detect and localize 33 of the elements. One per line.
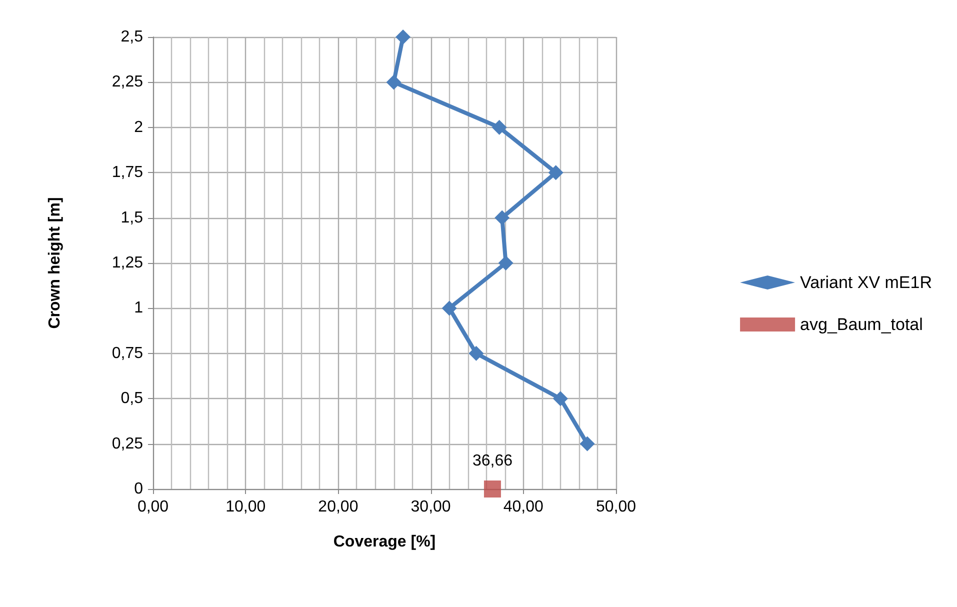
x-tick-label: 0,00 bbox=[137, 498, 169, 516]
point bbox=[492, 120, 507, 135]
annotation: 36,66 bbox=[472, 452, 513, 470]
y-tick-label: 0,75 bbox=[112, 344, 144, 362]
point bbox=[468, 346, 484, 361]
y-tick-label: 1,5 bbox=[120, 209, 144, 226]
legend-label: Variant XV mE1R bbox=[800, 273, 932, 292]
point bbox=[396, 30, 411, 44]
x-tick-label: 50,00 bbox=[596, 498, 636, 516]
x-tick-label: 30,00 bbox=[410, 498, 451, 516]
y-tick-label: 2,25 bbox=[112, 74, 144, 91]
point bbox=[552, 391, 568, 406]
legend-label: avg_Baum_total bbox=[800, 315, 923, 334]
point bbox=[442, 300, 457, 316]
point bbox=[494, 210, 510, 226]
point bbox=[580, 436, 595, 452]
x-tick-label: 40,00 bbox=[503, 498, 544, 516]
point bbox=[386, 74, 402, 90]
y-tick-label: 2 bbox=[134, 118, 144, 136]
y-tick-label: 1 bbox=[134, 300, 144, 317]
point bbox=[484, 480, 501, 498]
y-tick-label: 0,25 bbox=[112, 435, 144, 452]
x-tick-label: 10,00 bbox=[226, 498, 266, 516]
x-axis-title: Coverage [%] bbox=[333, 534, 436, 550]
point bbox=[498, 256, 514, 270]
y-tick-label: 1,75 bbox=[112, 164, 144, 182]
point bbox=[548, 165, 564, 180]
y-axis-title: Crown height [m] bbox=[46, 197, 64, 329]
y-tick-label: 1,25 bbox=[112, 254, 144, 272]
y-tick-label: 0,5 bbox=[120, 390, 144, 408]
x-tick-label: 20,00 bbox=[318, 498, 358, 516]
y-tick-label: 2,5 bbox=[120, 28, 144, 46]
y-tick-label: 0 bbox=[134, 480, 144, 498]
